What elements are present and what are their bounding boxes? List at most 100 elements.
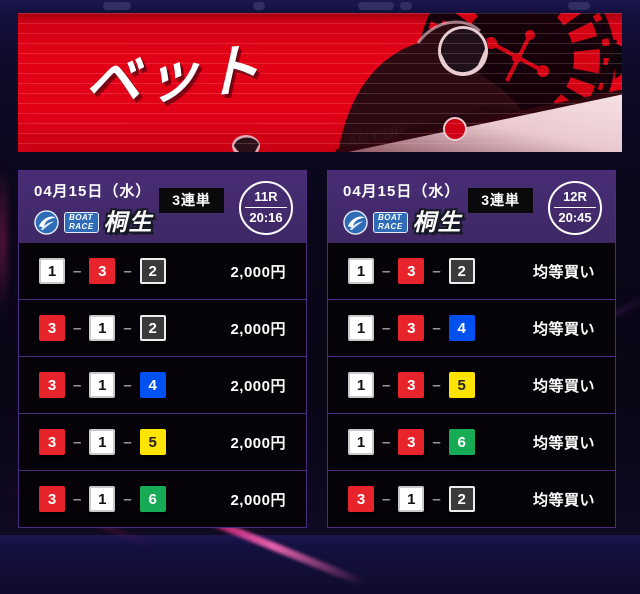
racer-number-6: 6 xyxy=(448,429,475,455)
racer-number-1: 1 xyxy=(39,258,65,284)
bet-combination: 1–3–5 xyxy=(348,372,533,398)
bet-amount: 2,000円 xyxy=(230,320,286,338)
dash-separator: – xyxy=(73,262,82,280)
bet-combination: 1–3–4 xyxy=(348,315,533,341)
circle-divider xyxy=(554,207,596,208)
venue-name: 桐生 xyxy=(412,209,463,235)
bet-amount: 2,000円 xyxy=(230,263,286,281)
racer-number-4: 4 xyxy=(448,315,475,341)
bet-amount: 均等買い xyxy=(532,434,595,452)
racer-number-1: 1 xyxy=(398,486,425,512)
dash-separator: – xyxy=(432,433,441,451)
bet-rows: 1–3–2 2,000円 3–1–2 2,000円 3–1–4 2,000円 3… xyxy=(19,243,306,527)
dash-separator: – xyxy=(73,433,82,451)
boatrace-logo: BOAT RACE xyxy=(373,211,408,234)
panel-header-left: 04月15日（水） BOAT RACE 桐生 xyxy=(34,180,159,235)
racer-number-5: 5 xyxy=(139,429,166,455)
bet-type-badge: 3連単 xyxy=(159,188,224,213)
race-date: 04月15日（水） xyxy=(343,183,461,200)
dash-separator: – xyxy=(123,319,132,337)
racer-number-3: 3 xyxy=(398,258,425,284)
race-time-circle: 12R 20:45 xyxy=(548,180,602,235)
bet-combination: 3–1–5 xyxy=(39,429,230,455)
bet-row: 3–1–2 2,000円 xyxy=(19,299,306,356)
boat-hull: AN CUP xyxy=(232,89,622,152)
race-number: 12R xyxy=(563,189,587,205)
race-time: 20:16 xyxy=(249,210,283,225)
race-number: 11R xyxy=(254,189,278,205)
boatrace-logo-line2: RACE xyxy=(378,221,403,231)
top-blur-shape xyxy=(103,2,131,10)
bet-row: 3–1–2 均等買い xyxy=(328,470,615,527)
bet-combination: 3–1–2 xyxy=(348,486,533,512)
racer-number-1: 1 xyxy=(348,315,374,341)
bet-rows: 1–3–2 均等買い 1–3–4 均等買い 1–3–5 均等買い 1–3–6 均… xyxy=(328,243,615,527)
panel-header-left: 04月15日（水） BOAT RACE 桐生 xyxy=(343,180,468,235)
bet-amount: 均等買い xyxy=(532,491,595,509)
boatrace-logo-line1: BOAT xyxy=(378,212,403,222)
dash-separator: – xyxy=(382,376,391,394)
dash-separator: – xyxy=(123,376,132,394)
racer-number-3: 3 xyxy=(348,486,374,512)
dash-separator: – xyxy=(382,490,391,508)
bet-combination: 1–3–2 xyxy=(39,258,230,284)
top-blur-shape xyxy=(253,2,265,10)
racer-number-3: 3 xyxy=(89,258,116,284)
bet-amount: 2,000円 xyxy=(230,377,286,395)
bet-row: 1–3–4 均等買い xyxy=(328,299,615,356)
bet-row: 3–1–5 2,000円 xyxy=(19,413,306,470)
dash-separator: – xyxy=(382,319,391,337)
dash-separator: – xyxy=(123,262,132,280)
dash-separator: – xyxy=(382,262,391,280)
racer-number-1: 1 xyxy=(348,429,374,455)
bet-combination: 1–3–2 xyxy=(348,258,533,284)
racer-number-1: 1 xyxy=(89,315,116,341)
boatrace-logo: BOAT RACE xyxy=(64,211,99,234)
racer-number-3: 3 xyxy=(398,372,425,398)
racer-number-1: 1 xyxy=(89,372,116,398)
boatrace-wing-icon xyxy=(34,210,59,235)
bet-combination: 3–1–6 xyxy=(39,486,230,512)
bet-row: 3–1–6 2,000円 xyxy=(19,470,306,527)
bet-row: 3–1–4 2,000円 xyxy=(19,356,306,413)
bet-amount: 2,000円 xyxy=(230,434,286,452)
racer-number-1: 1 xyxy=(89,429,116,455)
dash-separator: – xyxy=(73,319,82,337)
racer-number-2: 2 xyxy=(448,258,475,284)
racer-number-3: 3 xyxy=(39,315,65,341)
venue-name: 桐生 xyxy=(103,209,154,235)
bet-combination: 3–1–4 xyxy=(39,372,230,398)
dash-separator: – xyxy=(432,262,441,280)
bet-amount: 均等買い xyxy=(532,377,595,395)
racer-number-6: 6 xyxy=(139,486,166,512)
dash-separator: – xyxy=(123,490,132,508)
bet-amount: 均等買い xyxy=(532,263,595,281)
bet-panel: 04月15日（水） BOAT RACE 桐生 3連単 12R xyxy=(327,170,616,528)
dash-separator: – xyxy=(432,376,441,394)
bet-panels: 04月15日（水） BOAT RACE 桐生 3連単 11R xyxy=(0,152,640,528)
bet-amount: 均等買い xyxy=(532,320,595,338)
racer-number-5: 5 xyxy=(448,372,475,398)
bet-type-badge: 3連単 xyxy=(468,188,533,213)
top-blur-shape xyxy=(400,2,412,10)
bet-combination: 1–3–6 xyxy=(348,429,533,455)
racer-number-3: 3 xyxy=(398,429,425,455)
racer-number-3: 3 xyxy=(398,315,425,341)
page-title: ベット xyxy=(83,37,265,116)
dash-separator: – xyxy=(73,376,82,394)
bet-amount: 2,000円 xyxy=(230,491,286,509)
race-time-circle: 11R 20:16 xyxy=(239,180,293,235)
dash-separator: – xyxy=(73,490,82,508)
top-blur-shape xyxy=(358,2,394,10)
bet-row: 1–3–6 均等買い xyxy=(328,413,615,470)
racer-number-3: 3 xyxy=(39,486,65,512)
top-edge-strip xyxy=(0,0,640,13)
racer-number-3: 3 xyxy=(39,372,65,398)
bet-panel: 04月15日（水） BOAT RACE 桐生 3連単 11R xyxy=(18,170,307,528)
bet-banner: AN CUP ベット xyxy=(18,13,622,152)
boatrace-wing-icon xyxy=(343,210,368,235)
top-blur-shape xyxy=(568,2,590,10)
panel-header: 04月15日（水） BOAT RACE 桐生 3連単 11R xyxy=(19,171,306,243)
bet-row: 1–3–2 2,000円 xyxy=(19,243,306,299)
racer-number-1: 1 xyxy=(348,372,374,398)
